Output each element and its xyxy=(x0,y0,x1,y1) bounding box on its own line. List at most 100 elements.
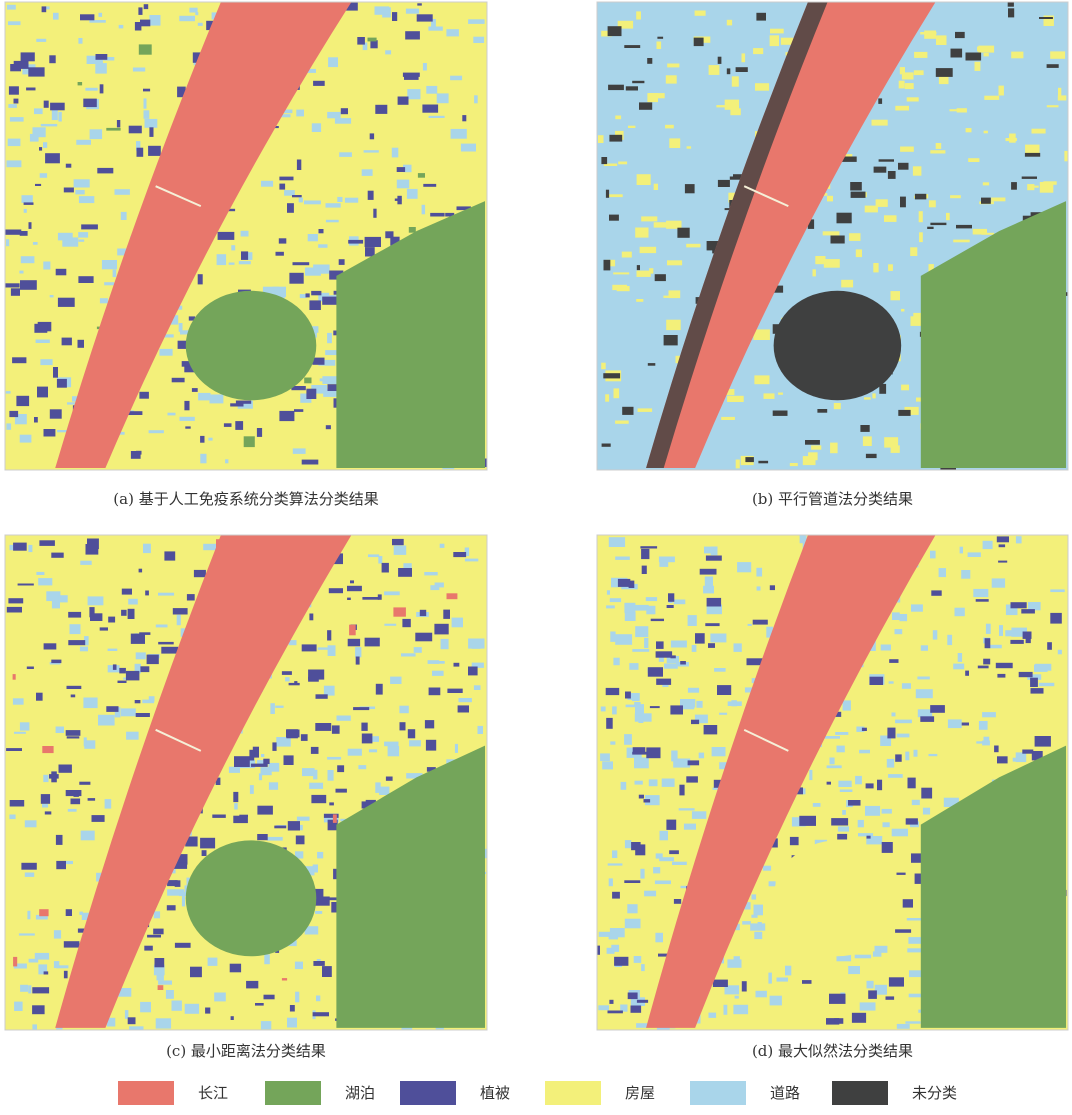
class-patch xyxy=(40,359,52,365)
class-patch xyxy=(208,438,212,441)
class-patch xyxy=(78,276,93,283)
class-patch xyxy=(7,607,22,613)
class-patch xyxy=(81,224,98,229)
class-patch xyxy=(397,167,405,172)
class-patch xyxy=(41,124,57,127)
class-patch xyxy=(317,852,323,859)
class-patch xyxy=(613,658,619,666)
class-patch xyxy=(89,20,105,23)
class-patch xyxy=(601,363,606,370)
class-patch xyxy=(884,215,897,222)
class-patch xyxy=(936,35,947,45)
class-patch xyxy=(686,244,700,248)
class-patch xyxy=(770,29,784,34)
class-patch xyxy=(768,973,772,984)
class-patch xyxy=(965,671,969,676)
class-patch xyxy=(348,639,360,647)
class-patch xyxy=(58,233,73,241)
class-patch xyxy=(172,378,185,383)
class-patch xyxy=(612,892,620,899)
class-patch xyxy=(851,192,866,198)
class-patch xyxy=(860,1002,876,1010)
class-patch xyxy=(8,21,21,25)
class-patch xyxy=(730,108,740,115)
class-patch xyxy=(653,867,660,873)
lake xyxy=(186,840,317,956)
class-patch xyxy=(337,716,351,721)
class-patch xyxy=(598,1005,609,1010)
class-patch xyxy=(640,546,657,548)
class-patch xyxy=(454,663,460,667)
class-patch xyxy=(687,146,692,148)
class-patch xyxy=(667,260,682,265)
class-patch xyxy=(887,728,895,739)
class-patch xyxy=(276,252,284,256)
class-patch xyxy=(719,713,727,715)
class-patch xyxy=(179,16,195,21)
class-patch xyxy=(889,977,904,986)
class-patch xyxy=(105,799,112,809)
class-patch xyxy=(43,775,48,782)
class-patch xyxy=(27,667,34,670)
class-patch xyxy=(882,809,892,814)
class-patch xyxy=(80,561,91,565)
class-patch xyxy=(137,148,144,157)
class-patch xyxy=(856,249,862,257)
class-patch xyxy=(641,549,649,559)
class-patch xyxy=(98,715,115,726)
class-patch xyxy=(328,645,336,656)
class-patch xyxy=(649,779,658,786)
class-patch xyxy=(297,160,301,171)
class-patch xyxy=(394,546,407,555)
class-patch xyxy=(742,981,747,991)
class-patch xyxy=(973,229,987,235)
class-patch xyxy=(855,776,862,784)
class-patch xyxy=(1005,630,1017,636)
class-patch xyxy=(129,126,142,134)
class-patch xyxy=(424,572,437,575)
class-patch xyxy=(315,911,322,914)
class-patch xyxy=(198,393,210,401)
class-patch xyxy=(474,685,481,690)
class-patch xyxy=(224,423,232,427)
class-patch xyxy=(973,589,988,597)
class-patch xyxy=(478,726,484,734)
class-patch xyxy=(892,829,908,837)
class-patch xyxy=(644,891,656,897)
class-patch xyxy=(44,429,56,437)
class-patch xyxy=(140,666,149,672)
class-patch xyxy=(370,40,377,48)
class-patch xyxy=(350,580,354,583)
class-patch xyxy=(329,802,334,805)
class-patch xyxy=(666,320,681,330)
class-patch xyxy=(20,435,32,443)
class-patch xyxy=(465,559,478,562)
class-patch xyxy=(28,67,44,76)
class-patch xyxy=(647,58,652,64)
class-patch xyxy=(302,768,315,776)
class-patch xyxy=(981,198,991,204)
class-patch xyxy=(6,239,9,246)
class-patch xyxy=(182,896,185,906)
class-patch xyxy=(34,324,47,333)
class-patch xyxy=(1047,642,1052,650)
class-patch xyxy=(605,394,609,401)
class-patch xyxy=(892,612,900,620)
class-patch xyxy=(748,624,752,626)
class-patch xyxy=(898,410,910,416)
class-patch xyxy=(1006,138,1017,141)
class-patch xyxy=(714,668,726,672)
class-patch xyxy=(149,15,160,26)
class-patch xyxy=(1058,650,1062,655)
class-patch xyxy=(402,619,410,627)
class-patch xyxy=(5,283,20,287)
class-patch xyxy=(637,174,651,185)
class-patch xyxy=(686,776,698,782)
class-patch xyxy=(688,615,697,626)
class-patch xyxy=(39,147,42,151)
class-patch xyxy=(56,727,64,734)
class-patch xyxy=(64,941,80,947)
class-patch xyxy=(727,396,744,402)
class-patch xyxy=(753,329,770,340)
class-patch xyxy=(369,749,377,752)
